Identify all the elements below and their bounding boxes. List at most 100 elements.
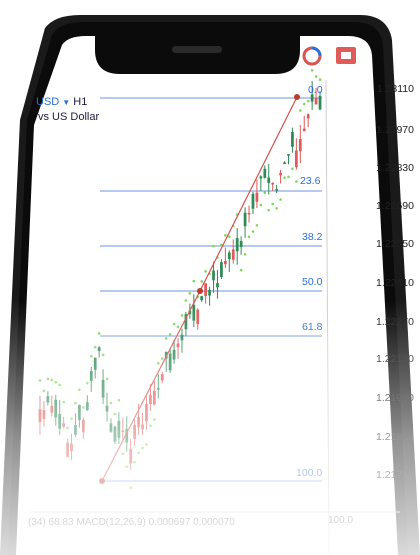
psar-dot [239,268,243,272]
psar-dot [125,465,129,469]
psar-dot [82,406,85,409]
candle-body [70,443,73,452]
psar-dot [302,102,306,106]
candle-body [172,349,176,360]
psar-dot [318,78,322,82]
candle-body [243,212,247,227]
candle-body [105,405,109,412]
psar-dot [54,380,58,384]
candle-body [204,283,208,297]
psar-dot [247,235,251,239]
candle-body [168,353,172,371]
psar-dot [287,175,290,179]
speaker [172,46,222,53]
symbol-prefix: USD [36,96,60,108]
candle-body [239,240,243,247]
candle-body [227,252,231,260]
psar-dot [251,230,255,233]
psar-dot [97,332,101,335]
candle-body [223,260,227,265]
psar-dot [176,325,180,329]
fib-anchor-mid [197,288,203,294]
psar-dot [291,167,294,171]
notch [95,36,300,74]
psar-dot [271,202,274,206]
candle-body [259,176,263,179]
candle-body [85,402,89,411]
candle-body [156,388,160,390]
candle-body [160,374,164,381]
price-label: 1.21850 [376,431,414,443]
candle-body [212,270,215,281]
psar-dot [145,443,148,446]
candle-body [192,304,196,321]
price-label: 1.22270 [376,316,414,328]
psar-dot [58,383,61,387]
psar-dot [62,400,65,404]
candle-body [145,403,148,421]
psar-dot [105,377,109,381]
psar-dot [192,279,196,283]
psar-dot [180,314,184,317]
psar-dot [46,377,50,381]
candle-body [62,423,66,427]
psar-dot [184,299,188,302]
psar-dot [117,398,121,402]
psar-dot [89,354,93,358]
price-label: 1.22550 [376,238,414,250]
psar-dot [295,180,298,183]
candle-body [302,128,306,132]
psar-dot [172,322,176,326]
symbol-dropdown-icon: ▼ [62,98,71,107]
candle-body [176,343,180,348]
candle-body [291,131,294,147]
candle-body [310,94,314,102]
chart-symbol[interactable]: USD ▼ H1 [36,96,87,108]
candle-body [318,95,322,110]
psar-dot [212,244,215,248]
candle-body [137,416,140,428]
psar-dot [157,361,160,365]
candle-body [109,423,113,432]
psar-dot [153,418,156,421]
candle-body [200,296,204,301]
psar-dot [164,337,168,340]
candle-body [121,430,125,433]
psar-dot [263,191,267,195]
candle-body [46,396,50,403]
candle-body [54,399,58,418]
psar-dot [121,452,125,456]
candle-body [152,390,156,405]
psar-dot [38,379,42,382]
psar-dot [306,99,310,103]
chart-app-icon[interactable] [302,46,322,66]
one-click-trade-icon[interactable] [336,47,356,64]
psar-dot [78,388,81,392]
psar-dot [141,446,144,450]
candle-body [149,395,152,405]
fib-anchor-high [294,94,300,100]
candle-body [263,168,267,178]
candle-body [129,448,133,464]
candle-body [283,162,286,164]
candle-body [117,420,121,438]
psar-dot [109,401,113,405]
psar-dot [188,292,192,295]
psar-dot [200,280,203,283]
candle-body [287,154,290,156]
psar-dot [228,235,231,238]
candle-body [42,410,46,419]
candle-body [235,238,239,252]
psar-dot [101,353,105,357]
candle-body [78,405,81,421]
psar-dot [314,75,318,78]
psar-dot [129,486,132,490]
psar-dot [299,109,302,112]
psar-dot [275,207,278,210]
candle-body [247,212,251,215]
candle-body [255,192,259,202]
candle-body [93,357,97,370]
fib-anchor-low [99,478,105,484]
price-label: 1.22690 [376,200,414,212]
psar-dot [50,378,54,382]
